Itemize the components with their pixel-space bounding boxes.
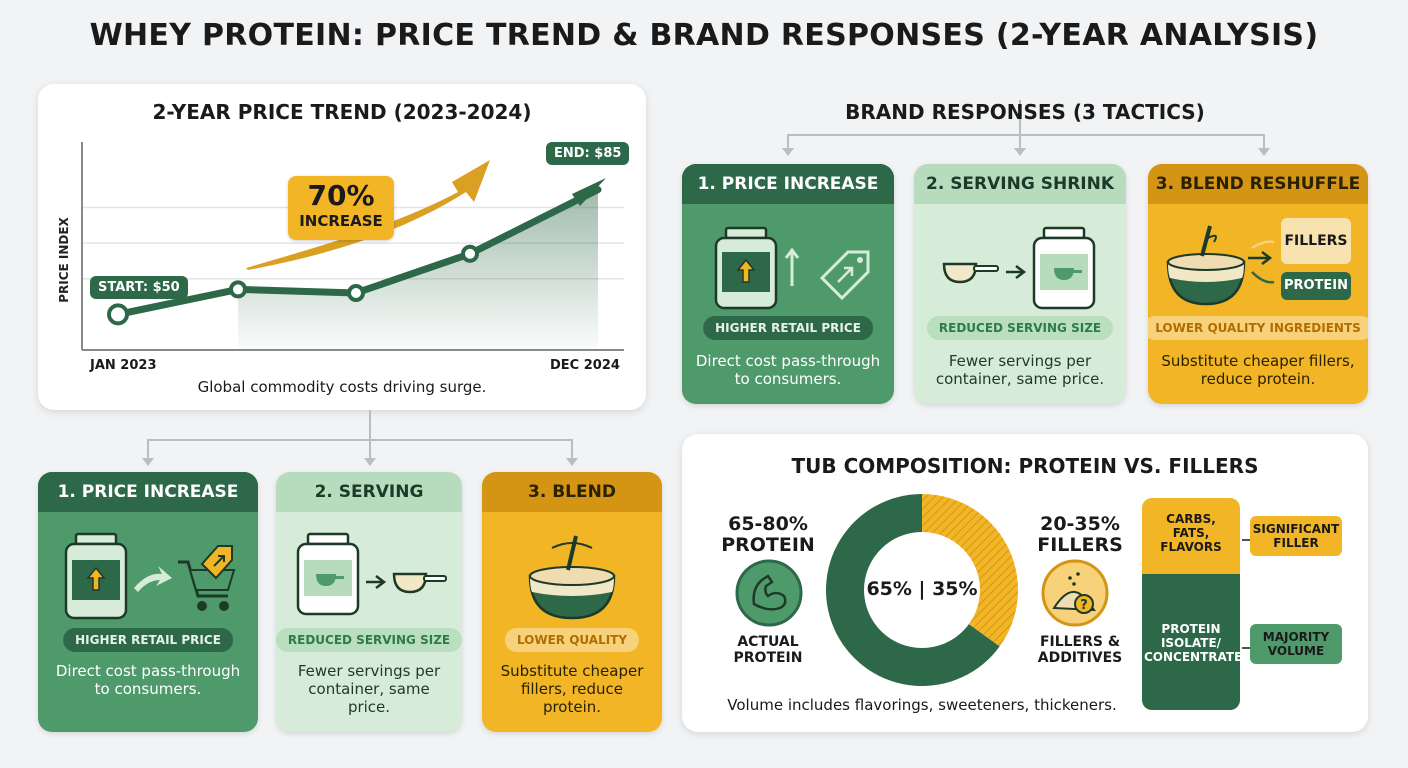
price-trend-panel: 2-YEAR PRICE TREND (2023-2024) PRICE IND…	[38, 84, 646, 410]
tactic-tag: HIGHER RETAIL PRICE	[63, 628, 233, 652]
stacked-bar-protein: PROTEIN ISOLATE/ CONCENTRATE	[1142, 574, 1243, 710]
fillers-powder-icon: ?	[1041, 559, 1109, 627]
protein-word: PROTEIN	[721, 534, 815, 556]
increase-badge: 70% INCREASE	[288, 176, 394, 240]
tactic-description: Fewer servings per container, same price…	[297, 662, 441, 716]
scoop-jar-icon	[942, 226, 1096, 310]
card-title: 1. PRICE INCREASE	[38, 472, 258, 512]
tactic-description: Substitute cheaper fillers, reduce prote…	[1161, 352, 1355, 388]
filler-percent: 20-35% FILLERS	[1020, 514, 1140, 556]
lower-card-blend: 3. BLEND LOWER QUALITY Substitute cheape…	[482, 472, 662, 732]
fillers-additives-label: FILLERS & ADDITIVES	[1037, 634, 1123, 666]
price-trend-caption: Global commodity costs driving surge.	[197, 378, 487, 396]
tactic-tag: LOWER QUALITY INGREDIENTS	[1148, 316, 1368, 340]
card-title: 3. BLEND RESHUFFLE	[1148, 164, 1368, 204]
lower-card-price-increase: 1. PRICE INCREASE HIGHER RETAIL PRICE Di…	[38, 472, 258, 732]
stacked-bar-filler: CARBS, FATS, FLAVORS	[1142, 498, 1240, 574]
composition-panel: TUB COMPOSITION: PROTEIN VS. FILLERS 65-…	[682, 434, 1368, 732]
composition-caption: Volume includes flavorings, sweeteners, …	[727, 696, 1117, 714]
tactic-description: Direct cost pass-through to consumers.	[55, 662, 241, 698]
majority-volume-callout: MAJORITY VOLUME	[1250, 624, 1342, 664]
price-trend-title: 2-YEAR PRICE TREND (2023-2024)	[152, 100, 532, 124]
donut-center-label: 65% | 35%	[866, 578, 978, 600]
protein-range: 65-80%	[728, 513, 808, 535]
mixing-bowl-icon	[1166, 225, 1275, 306]
stacked-bar-protein-label: PROTEIN ISOLATE/ CONCENTRATE	[1144, 622, 1243, 664]
fillers-chip: FILLERS	[1281, 218, 1351, 264]
price-point	[461, 244, 479, 263]
x-end-label: DEC 2024	[550, 358, 620, 373]
tactic-tag: LOWER QUALITY	[504, 628, 640, 652]
brand-card-blend-reshuffle: 3. BLEND RESHUFFLE FILLERS PROTEIN LOWER…	[1148, 164, 1368, 404]
jar-cart-icon	[64, 532, 236, 620]
card-title: 1. PRICE INCREASE	[682, 164, 894, 204]
composition-title: TUB COMPOSITION: PROTEIN VS. FILLERS	[791, 454, 1259, 478]
jar-price-tag-icon	[714, 226, 870, 310]
brand-card-serving-shrink: 2. SERVING SHRINK REDUCED SERVING SIZE F…	[914, 164, 1126, 404]
svg-text:?: ?	[1080, 598, 1088, 613]
start-price-badge: START: $50	[90, 276, 188, 299]
tactic-description: Direct cost pass-through to consumers.	[695, 352, 881, 388]
card-title: 2. SERVING	[276, 472, 462, 512]
line-arrow-head	[572, 178, 606, 206]
area-fill	[238, 189, 598, 350]
x-start-label: JAN 2023	[90, 358, 157, 373]
composition-donut	[826, 494, 1018, 686]
stacked-bar-filler-label: CARBS, FATS, FLAVORS	[1160, 512, 1222, 554]
price-point	[229, 280, 247, 299]
muscle-icon	[735, 559, 803, 627]
brand-responses-title: BRAND RESPONSES (3 TACTICS)	[845, 100, 1205, 124]
tactic-description: Substitute cheaper fillers, reduce prote…	[500, 662, 644, 716]
protein-percent: 65-80% PROTEIN	[708, 514, 828, 556]
end-price-badge: END: $85	[546, 142, 630, 165]
page-title: WHEY PROTEIN: PRICE TREND & BRAND RESPON…	[89, 18, 1319, 53]
brand-card-price-increase: 1. PRICE INCREASE HIGHER RETAIL PRICE Di…	[682, 164, 894, 404]
increase-pct: 70%	[307, 179, 375, 212]
price-point	[107, 303, 129, 326]
card-title: 3. BLEND	[482, 472, 662, 512]
y-axis-label: PRICE INDEX	[57, 216, 71, 302]
card-title: 2. SERVING SHRINK	[914, 164, 1126, 204]
lower-card-serving: 2. SERVING REDUCED SERVING SIZE Fewer se…	[276, 472, 462, 732]
price-point	[347, 283, 365, 302]
filler-word: FILLERS	[1037, 534, 1123, 556]
jar-scoop-icon	[296, 532, 447, 616]
tactic-tag: REDUCED SERVING SIZE	[926, 316, 1114, 340]
actual-protein-label: ACTUAL PROTEIN	[733, 634, 803, 666]
protein-chip: PROTEIN	[1281, 272, 1351, 300]
tactic-tag: REDUCED SERVING SIZE	[276, 628, 462, 652]
tactic-description: Fewer servings per container, same price…	[935, 352, 1105, 388]
mixing-bowl-icon	[528, 535, 616, 620]
increase-word: INCREASE	[299, 212, 383, 230]
filler-range: 20-35%	[1040, 513, 1120, 535]
significant-filler-callout: SIGNIFICANT FILLER	[1250, 516, 1342, 556]
tactic-tag: HIGHER RETAIL PRICE	[703, 316, 873, 340]
